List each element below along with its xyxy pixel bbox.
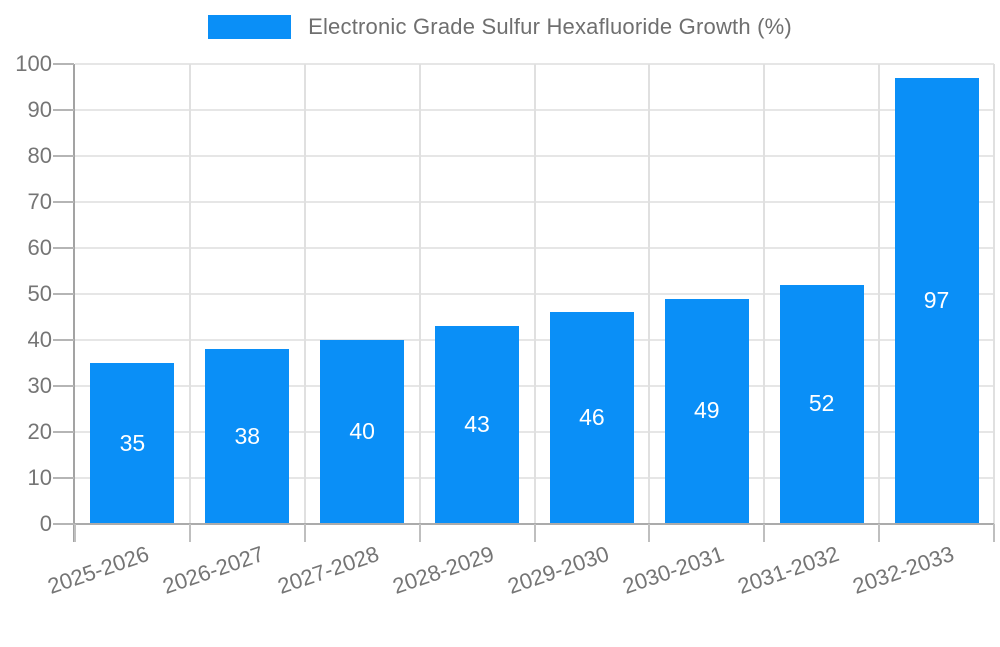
bar-value-label: 35 — [119, 429, 146, 456]
chart-legend: Electronic Grade Sulfur Hexafluoride Gro… — [0, 14, 1000, 40]
x-tick-5 — [648, 524, 651, 542]
plot-area: 35 38 40 43 46 49 52 97 — [75, 63, 995, 524]
bar-2026-2027: 38 — [205, 349, 290, 524]
bar-value-label: 97 — [923, 286, 950, 313]
chart-title: Electronic Grade Sulfur Hexafluoride Gro… — [308, 14, 792, 39]
y-tick-label-70: 70 — [27, 189, 52, 214]
v-gridline-4 — [533, 64, 536, 524]
v-gridline-5 — [648, 64, 651, 524]
y-tick-label-50: 50 — [27, 281, 52, 306]
x-tick-2 — [303, 524, 306, 542]
y-tick-label-100: 100 — [15, 51, 52, 76]
v-gridline-8 — [993, 64, 995, 524]
y-tick-20 — [53, 431, 74, 433]
y-axis-line — [73, 64, 75, 542]
bar-value-label: 49 — [694, 397, 720, 424]
v-gridline-7 — [878, 64, 881, 524]
v-gridline-3 — [418, 64, 421, 524]
y-tick-100 — [53, 63, 74, 65]
bar-2031-2032: 52 — [779, 284, 864, 524]
x-tick-4 — [533, 524, 536, 542]
y-tick-label-40: 40 — [27, 327, 52, 352]
y-tick-label-0: 0 — [39, 511, 52, 536]
x-axis-line — [53, 523, 994, 525]
v-gridline-6 — [763, 64, 766, 524]
y-tick-label-90: 90 — [27, 97, 52, 122]
y-tick-label-80: 80 — [27, 143, 52, 168]
x-tick-8 — [993, 524, 995, 542]
y-tick-80 — [53, 155, 74, 157]
y-tick-label-30: 30 — [27, 373, 52, 398]
bar-2025-2026: 35 — [90, 363, 175, 524]
bar-value-label: 40 — [349, 418, 375, 444]
bar-value-label: 38 — [234, 422, 261, 449]
bar-value-label: 43 — [464, 411, 490, 438]
y-tick-90 — [53, 109, 74, 111]
bar-2027-2028: 40 — [320, 340, 405, 524]
bar-2028-2029: 43 — [435, 326, 520, 524]
bar-2030-2031: 49 — [664, 298, 749, 524]
bar-2032-2033: 97 — [894, 77, 979, 524]
y-tick-30 — [53, 385, 74, 387]
y-tick-label-10: 10 — [27, 465, 52, 490]
y-tick-10 — [53, 477, 74, 479]
bar-chart: Electronic Grade Sulfur Hexafluoride Gro… — [0, 14, 1000, 599]
bar-value-label: 46 — [579, 404, 605, 431]
y-tick-0 — [53, 523, 74, 525]
y-tick-label-20: 20 — [27, 419, 52, 444]
x-tick-3 — [418, 524, 421, 542]
y-tick-50 — [53, 293, 74, 295]
y-tick-70 — [53, 201, 74, 203]
x-tick-7 — [878, 524, 881, 542]
legend-swatch — [208, 15, 292, 39]
y-tick-label-60: 60 — [27, 235, 52, 260]
x-tick-6 — [763, 524, 766, 542]
bar-value-label: 52 — [808, 390, 835, 417]
y-tick-40 — [53, 339, 74, 341]
x-tick-0 — [74, 524, 76, 542]
v-gridline-1 — [188, 64, 191, 524]
v-gridline-2 — [303, 64, 306, 524]
bar-2029-2030: 46 — [549, 312, 634, 524]
x-tick-1 — [188, 524, 191, 542]
y-tick-60 — [53, 247, 74, 249]
